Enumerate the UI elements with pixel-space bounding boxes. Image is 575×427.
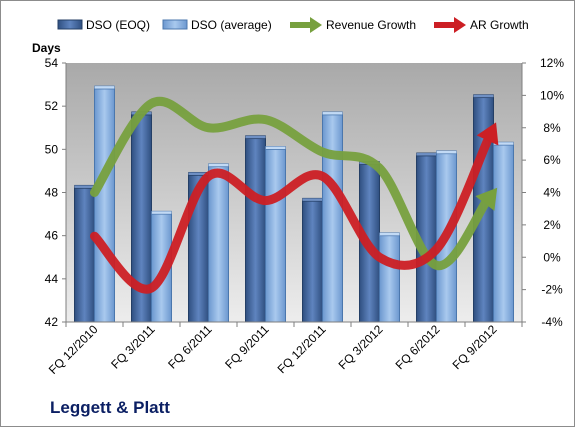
line-revenue-growth: [90, 96, 491, 270]
legend-label-2: Revenue Growth: [326, 18, 416, 32]
y-left-tick-label: 48: [45, 186, 59, 200]
bar-cap-0-6: [416, 152, 437, 157]
bar-cap-0-4: [302, 197, 323, 202]
legend: DSO (EOQ) DSO (average) Revenue Growth AR G…: [57, 17, 529, 33]
bar-cap-1-3: [265, 146, 286, 150]
legend-swatch-0: [57, 19, 83, 30]
legend-label-1: DSO (average): [191, 18, 272, 32]
y-right-tick-label: 2%: [543, 218, 561, 232]
y-right-tick-label: 0%: [543, 250, 561, 264]
y-right-tick-label: 6%: [543, 153, 561, 167]
bar-cap-0-3: [245, 135, 266, 139]
bar-cap-1-0: [94, 85, 115, 90]
bar-dso-average-0: [94, 88, 115, 323]
y-left-tick-label: 46: [45, 229, 59, 243]
y-right-tick-label: -2%: [541, 283, 563, 297]
y-left-tick-label: 44: [45, 272, 59, 286]
y-right-tick-label: 4%: [543, 186, 561, 200]
y-left-tick-label: 52: [45, 99, 59, 113]
legend-label-3: AR Growth: [470, 18, 529, 32]
arrowhead-ar-growth: [476, 122, 499, 146]
bar-dso-eoq-3: [245, 138, 266, 323]
bar-dso-average-4: [322, 114, 343, 323]
legend-arrow-2: [310, 17, 322, 33]
bar-dso-eoq-4: [302, 200, 323, 323]
bar-dso-average-5: [379, 235, 400, 323]
bar-cap-1-2: [208, 163, 229, 167]
bar-cap-1-1: [151, 210, 172, 215]
bar-cap-0-0: [74, 184, 95, 189]
legend-swatch-1: [162, 19, 188, 30]
y-right-tick-label: 8%: [543, 121, 561, 135]
bar-dso-eoq-0: [74, 187, 95, 323]
company-label: Leggett & Platt: [50, 398, 170, 417]
y-left-tick-label: 54: [45, 56, 59, 70]
bar-dso-average-3: [265, 148, 286, 323]
y-axis-title: Days: [32, 41, 61, 55]
legend-label-0: DSO (EOQ): [86, 18, 150, 32]
lines-group: [90, 96, 499, 294]
bar-cap-1-4: [322, 111, 343, 116]
legend-arrow-3: [454, 17, 466, 33]
y-right-tick-label: 12%: [540, 56, 564, 70]
bar-cap-0-7: [473, 94, 494, 98]
y-right-tick-label: -4%: [541, 315, 563, 329]
arrowhead-revenue-growth: [475, 187, 498, 211]
bar-cap-1-6: [436, 150, 457, 154]
bar-dso-average-7: [493, 144, 514, 323]
y-left-tick-label: 42: [45, 315, 59, 329]
y-left-tick-label: 50: [45, 142, 59, 156]
line-ar-growth: [90, 134, 493, 294]
y-right-tick-label: 10%: [540, 88, 564, 102]
bar-cap-1-5: [379, 232, 400, 236]
bar-cap-1-7: [493, 141, 514, 146]
bar-dso-average-2: [208, 166, 229, 323]
